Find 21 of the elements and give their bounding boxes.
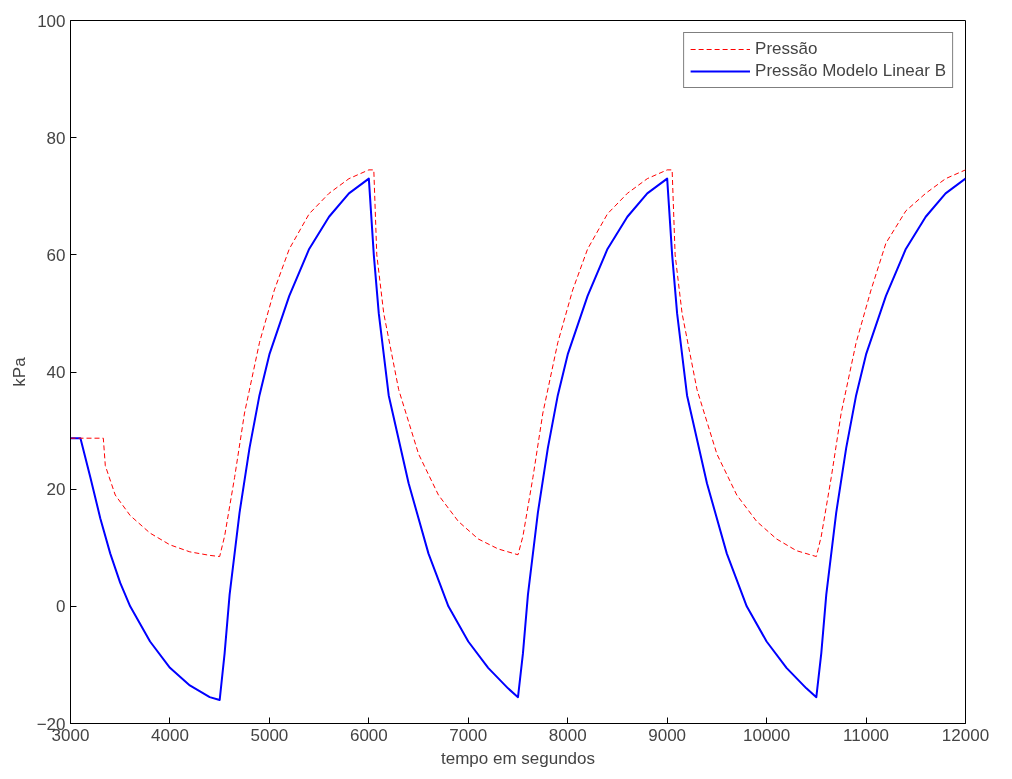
x-tick-label: 9000 [648, 725, 687, 745]
x-tick-label: 4000 [151, 725, 189, 745]
x-tick-label: 11000 [843, 725, 890, 745]
legend-label: Pressão [755, 39, 818, 59]
x-tick-label: 6000 [349, 725, 388, 745]
line-series [70, 177, 966, 702]
y-tick-label: 80 [46, 128, 66, 148]
legend-label: Pressão Modelo Linear B [755, 61, 946, 81]
y-axis-title: kPa [9, 356, 29, 387]
y-tick-label: 100 [37, 11, 66, 31]
y-tick-label: 40 [46, 363, 66, 382]
x-tick-label: 7000 [449, 725, 488, 745]
y-tick-label: 0 [56, 597, 66, 617]
line-series [70, 169, 966, 558]
x-tick-label: 10000 [742, 725, 791, 745]
x-tick-label: 8000 [548, 725, 587, 745]
y-tick-label: 60 [46, 245, 66, 265]
x-tick-label: 12000 [941, 725, 990, 745]
x-axis-title: tempo em segundos [440, 748, 596, 768]
x-tick-label: 5000 [250, 725, 289, 745]
y-tick-label: 20 [46, 480, 66, 500]
